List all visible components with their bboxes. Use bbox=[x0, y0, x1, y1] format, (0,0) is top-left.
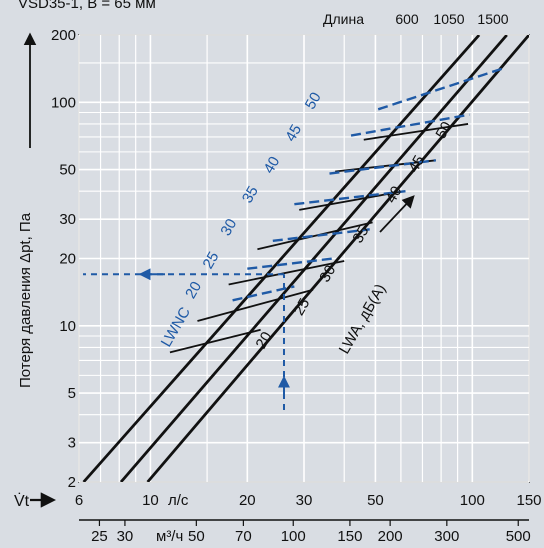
lwa-line-50 bbox=[363, 123, 469, 141]
length-header-label: Длина bbox=[323, 11, 364, 27]
y-tick-label: 5 bbox=[68, 385, 76, 402]
lwnc-label-25: 25 bbox=[200, 249, 223, 272]
lwnc-label-45: 45 bbox=[282, 122, 305, 145]
y-tick-label: 50 bbox=[59, 162, 76, 179]
lwa-label-50: 50 bbox=[432, 119, 455, 142]
length-line-600 bbox=[82, 35, 481, 482]
y-tick-label: 2 bbox=[68, 474, 76, 491]
x-tick-label-ls: 6 bbox=[75, 492, 83, 509]
x-tick-label-m3h: 50 bbox=[188, 528, 205, 545]
y-tick-label: 3 bbox=[68, 435, 76, 452]
x-tick-label-ls: 20 bbox=[239, 492, 256, 509]
x-tick-label-m3h: 150 bbox=[337, 528, 362, 545]
y-tick-label: 30 bbox=[59, 211, 76, 228]
header-fragment: VSD35-1, B = 65 мм bbox=[18, 0, 156, 12]
lwa-direction-arrow bbox=[379, 195, 415, 233]
series-layer bbox=[82, 35, 529, 482]
y-axis-label: Потеря давления Δpt, Па bbox=[17, 212, 34, 388]
y-tick-label: 20 bbox=[59, 251, 76, 268]
x-tick-label-ls: 10 bbox=[142, 492, 159, 509]
flow-symbol: V̇t bbox=[14, 492, 30, 510]
lwnc-line-45 bbox=[350, 113, 470, 137]
x-tick-label-m3h: 25 bbox=[91, 528, 108, 545]
lwnc-label-30: 30 bbox=[217, 216, 240, 239]
x-tick-label-ls: 150 bbox=[516, 492, 541, 509]
x-tick-label-ls: 100 bbox=[460, 492, 485, 509]
y-tick-label: 200 bbox=[51, 27, 76, 44]
x-tick-label-m3h: 300 bbox=[434, 528, 459, 545]
lwnc-line-40 bbox=[329, 159, 436, 175]
lwa-line-35 bbox=[257, 221, 373, 251]
lwa-line-30 bbox=[228, 260, 345, 286]
lwa-line-20 bbox=[169, 328, 261, 354]
lwa-label-25: 25 bbox=[290, 296, 313, 319]
x-tick-label-m3h: 70 bbox=[235, 528, 252, 545]
length-header: Длина bbox=[323, 11, 364, 27]
lwa-label-30: 30 bbox=[316, 262, 339, 285]
lwnc-label-35: 35 bbox=[239, 183, 262, 206]
x-tick-label-m3h: 500 bbox=[506, 528, 531, 545]
x-tick-label-m3h: 30 bbox=[117, 528, 134, 545]
lwa-label-35: 35 bbox=[349, 223, 372, 246]
grid-layer bbox=[78, 34, 530, 483]
lwa-label-40: 40 bbox=[382, 183, 405, 206]
y-tick-label: 100 bbox=[51, 94, 76, 111]
length-label-1050: 1050 bbox=[433, 11, 464, 27]
lwnc-line-30 bbox=[272, 228, 370, 242]
lwnc-line-50 bbox=[377, 67, 504, 111]
y-tick-label: 10 bbox=[59, 318, 76, 335]
x-tick-label-ls: 30 bbox=[296, 492, 313, 509]
length-line-1500 bbox=[146, 35, 529, 482]
flow-label-group: V̇t bbox=[14, 492, 57, 510]
length-label-600: 600 bbox=[395, 11, 419, 27]
x-unit-m3h: м³/ч bbox=[156, 528, 183, 545]
x-tick-label-m3h: 200 bbox=[378, 528, 403, 545]
x-tick-label-m3h: 100 bbox=[281, 528, 306, 545]
lwa-label-45: 45 bbox=[405, 153, 428, 176]
y-axis-label-group: Потеря давления Δpt, Па bbox=[17, 32, 37, 388]
x-tick-label-ls: 50 bbox=[367, 492, 384, 509]
length-label-1500: 1500 bbox=[477, 11, 508, 27]
length-line-1050 bbox=[119, 35, 508, 482]
x-unit-ls: л/с bbox=[168, 492, 189, 509]
lwnc-label-50: 50 bbox=[302, 89, 325, 112]
lwa-label-20: 20 bbox=[253, 329, 276, 352]
lwnc-line-35 bbox=[294, 190, 406, 206]
lwnc-label-40: 40 bbox=[260, 154, 283, 177]
lwa-line-25 bbox=[197, 288, 314, 322]
lwnc-label-20: 20 bbox=[182, 279, 205, 302]
